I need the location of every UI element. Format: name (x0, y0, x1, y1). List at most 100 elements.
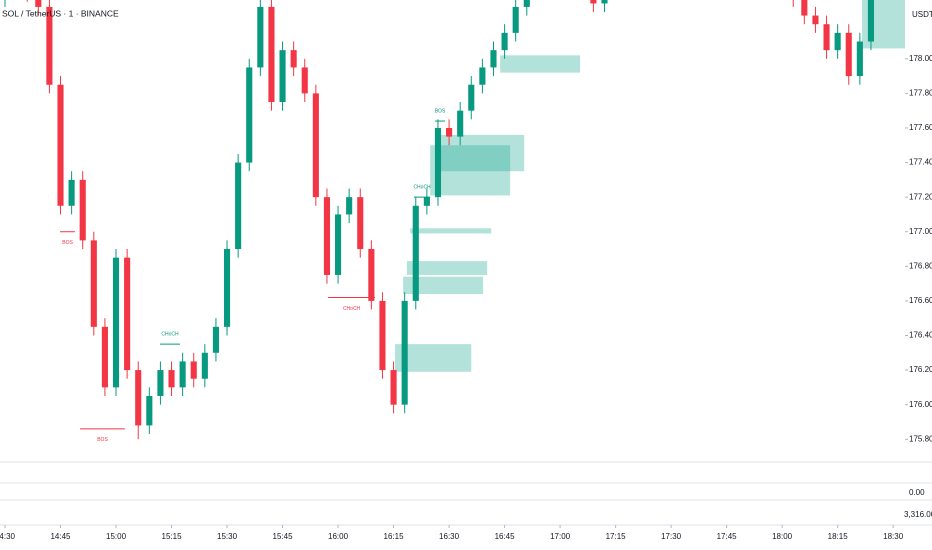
structure-label: CHoCH (413, 184, 431, 190)
y-tick-label: 176.40 (909, 331, 932, 340)
candle-body (346, 197, 353, 215)
order-block (440, 134, 525, 172)
structure-label: BOS (435, 108, 446, 114)
structure-label: BOS (97, 437, 108, 443)
candle-body (801, 0, 808, 16)
x-tick-label: 14:45 (50, 532, 71, 541)
candle-body (479, 67, 486, 85)
candle-body (246, 67, 253, 163)
y-tick-label: 177.00 (909, 227, 932, 236)
x-tick-label: 18:30 (883, 532, 904, 541)
candle-body (257, 6, 264, 68)
candle-body (601, 0, 608, 4)
candle-body (290, 50, 297, 68)
pane-label: 0.00 (909, 488, 925, 497)
y-tick-label: 177.80 (909, 88, 932, 97)
candle-body (124, 257, 131, 371)
y-unit: USDT (912, 10, 932, 19)
candle-body (157, 370, 164, 397)
candle-body (35, 0, 42, 7)
candle-body (146, 396, 153, 426)
candle-body (190, 361, 197, 379)
candle-body (335, 214, 342, 275)
x-tick-label: 15:00 (106, 532, 127, 541)
x-tick-label: 14:30 (0, 532, 16, 541)
structure-label: CHoCH (161, 331, 179, 337)
candle-body (834, 32, 841, 51)
order-block (430, 145, 511, 196)
candle-body (845, 32, 852, 77)
candle-body (223, 249, 231, 327)
structure-label: BOS (62, 240, 73, 246)
x-tick-label: 16:00 (328, 532, 349, 541)
candle-body (68, 179, 75, 206)
y-tick-label: 177.40 (909, 158, 932, 167)
candle-body (856, 41, 863, 77)
candle-body (357, 197, 364, 250)
order-block (410, 228, 492, 234)
plot-area: BOS BOS CHoCH CHoCH CHoCH BOS (4, 0, 905, 443)
candle-body (101, 326, 108, 388)
candle-body (201, 352, 208, 379)
candle-body (423, 197, 430, 206)
y-tick-label: 176.60 (909, 296, 932, 305)
candle-body (434, 127, 442, 198)
x-tick-label: 17:30 (661, 532, 682, 541)
order-block (403, 276, 484, 294)
candle-body (268, 6, 275, 103)
candle-body (523, 0, 530, 7)
y-tick-label: 175.80 (909, 434, 932, 443)
candle-body (312, 93, 319, 198)
pane-label: 3,316.00 (904, 510, 932, 519)
x-tick-label: 18:00 (772, 532, 793, 541)
candle-body (457, 110, 464, 137)
candle-body (446, 127, 453, 137)
candle-body (212, 326, 219, 353)
candle-body (235, 162, 242, 250)
candle-body (368, 249, 375, 301)
candle-body (490, 50, 497, 68)
x-tick-label: 15:30 (217, 532, 238, 541)
candle-body (46, 6, 53, 85)
candle-body (112, 257, 120, 388)
x-tick-label: 16:15 (384, 532, 405, 541)
order-block (406, 261, 488, 275)
candle-body (323, 197, 331, 275)
candle-body (57, 84, 64, 206)
candle-body (590, 0, 597, 4)
candle-body (401, 300, 408, 405)
chart-title: SOL / TetherUS · 1 · BINANCE (2, 8, 119, 18)
y-tick-label: 178.00 (909, 54, 932, 63)
candle-body (301, 67, 308, 94)
candle-body (179, 361, 186, 388)
x-tick-label: 17:00 (550, 532, 571, 541)
y-tick-label: 177.60 (909, 123, 932, 132)
y-tick-label: 176.00 (909, 400, 932, 409)
x-tick-label: 16:30 (439, 532, 460, 541)
x-tick-label: 15:45 (273, 532, 294, 541)
candle-body (812, 15, 819, 25)
x-tick-label: 16:45 (495, 532, 516, 541)
candle-body (501, 32, 508, 51)
structure-label: CHoCH (343, 306, 361, 312)
candle-body (390, 370, 397, 405)
y-tick-label: 177.20 (909, 192, 932, 201)
candle-body (135, 370, 142, 426)
order-block (500, 55, 581, 73)
x-tick-label: 15:15 (162, 532, 183, 541)
candle-body (867, 0, 875, 42)
x-tick-label: 17:45 (717, 532, 738, 541)
candle-body (823, 24, 830, 51)
candle-body (79, 179, 86, 241)
candle-body (412, 205, 419, 301)
candle-body (512, 6, 519, 33)
x-tick-label: 18:15 (828, 532, 849, 541)
candle-body (379, 300, 386, 371)
candle-body (90, 240, 97, 327)
x-tick-label: 17:15 (606, 532, 627, 541)
candle-body (468, 84, 475, 111)
candle-body (279, 50, 286, 103)
y-tick-label: 176.20 (909, 365, 932, 374)
y-tick-label: 176.80 (909, 261, 932, 270)
